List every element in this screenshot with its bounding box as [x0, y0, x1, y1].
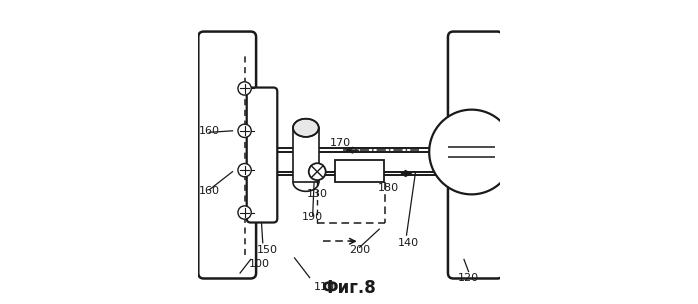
Text: 100: 100	[249, 259, 270, 269]
Text: 160: 160	[199, 186, 220, 196]
Ellipse shape	[293, 119, 319, 137]
FancyBboxPatch shape	[198, 32, 256, 278]
Circle shape	[238, 164, 251, 177]
Text: 140: 140	[397, 238, 419, 248]
Text: 150: 150	[257, 245, 278, 255]
Circle shape	[238, 206, 251, 219]
Text: 160: 160	[199, 126, 220, 136]
FancyBboxPatch shape	[448, 32, 503, 278]
Bar	[335, 160, 384, 182]
Circle shape	[238, 82, 251, 95]
Bar	[293, 128, 319, 182]
Text: 180: 180	[378, 183, 399, 193]
Text: 120: 120	[458, 273, 479, 283]
FancyBboxPatch shape	[246, 88, 277, 223]
Circle shape	[309, 163, 326, 180]
Text: 190: 190	[302, 212, 323, 222]
Text: Фиг.8: Фиг.8	[322, 279, 376, 297]
Text: 110: 110	[314, 282, 335, 292]
Circle shape	[429, 110, 514, 194]
Circle shape	[238, 124, 251, 137]
Text: 200: 200	[349, 245, 370, 255]
Text: 170: 170	[329, 138, 350, 148]
Text: 130: 130	[306, 189, 327, 199]
